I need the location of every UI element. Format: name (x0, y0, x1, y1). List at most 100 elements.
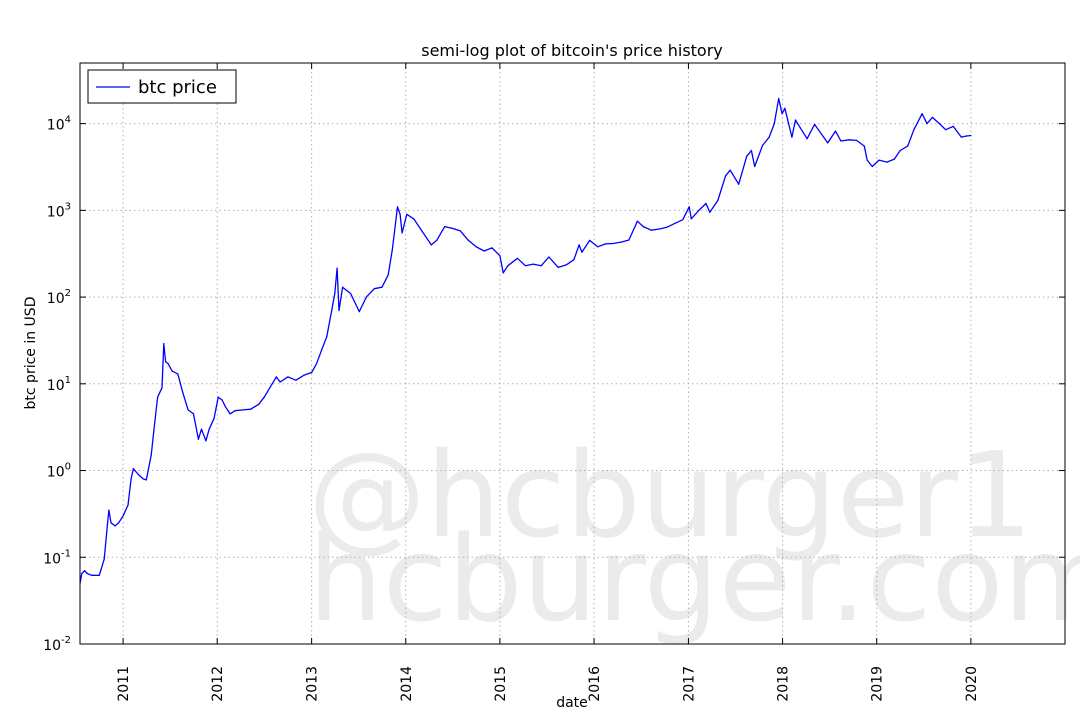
data-point (475, 246, 477, 248)
data-point (578, 244, 580, 246)
data-point (938, 123, 941, 125)
data-point (182, 391, 184, 393)
data-point (717, 199, 719, 202)
data-point (899, 149, 901, 152)
data-point (413, 218, 415, 220)
data-point (157, 396, 159, 398)
y-tick-label: 100 (47, 462, 71, 481)
data-point (620, 241, 622, 243)
data-point (401, 232, 403, 234)
data-point (491, 247, 493, 249)
data-point (342, 286, 344, 288)
series-layer (79, 97, 972, 585)
data-point (391, 249, 393, 251)
data-point (690, 218, 692, 220)
data-point (98, 574, 100, 576)
data-point (334, 292, 336, 295)
data-point (729, 169, 731, 171)
data-point (848, 139, 850, 141)
data-point (197, 438, 199, 440)
data-point (271, 383, 273, 385)
data-point (365, 296, 367, 298)
data-point (86, 572, 88, 575)
data-point (965, 135, 968, 137)
data-point (114, 525, 116, 527)
data-point (436, 239, 438, 241)
data-point (338, 309, 340, 312)
data-point (834, 130, 837, 132)
y-tick-label: 10-1 (43, 548, 71, 567)
watermark-site: hcburger.com (308, 510, 1080, 648)
data-point (565, 264, 567, 266)
data-point (153, 428, 155, 430)
data-point (358, 311, 360, 313)
y-axis-label: btc price in USD (23, 297, 39, 410)
data-point (705, 202, 707, 205)
data-point (709, 211, 711, 213)
data-point (781, 113, 783, 115)
data-point (499, 255, 501, 257)
data-point (381, 286, 383, 288)
data-point (122, 515, 124, 517)
data-point (350, 292, 352, 295)
data-point (581, 251, 583, 253)
data-point (336, 267, 338, 269)
data-point (287, 376, 289, 378)
data-point (768, 136, 770, 138)
x-tick-label: 2016 (587, 666, 603, 702)
data-point (597, 246, 599, 248)
data-point (761, 144, 764, 147)
chart-title: semi-log plot of bitcoin's price history (421, 41, 723, 60)
data-point (799, 127, 801, 129)
data-point (921, 113, 923, 115)
data-point (177, 373, 179, 375)
data-point (548, 256, 550, 258)
data-point (187, 409, 189, 411)
data-point (387, 274, 389, 276)
data-point (171, 370, 173, 372)
data-point (167, 363, 169, 365)
data-point (200, 428, 203, 430)
data-point (589, 239, 591, 241)
data-point (840, 140, 842, 142)
data-point (791, 136, 793, 138)
data-point (315, 363, 318, 365)
data-point (467, 239, 469, 241)
data-point (275, 376, 277, 378)
data-point (396, 206, 399, 208)
data-point (250, 408, 252, 410)
data-point (945, 129, 947, 131)
y-tick-label: 104 (47, 115, 71, 134)
data-point (794, 119, 797, 121)
data-point (110, 522, 112, 524)
data-point (406, 213, 408, 215)
data-point (132, 468, 134, 470)
data-point (459, 230, 461, 232)
data-point (725, 175, 727, 177)
data-point (150, 454, 152, 456)
data-point (145, 479, 147, 481)
data-point (213, 417, 215, 419)
data-point (746, 155, 748, 157)
data-point (952, 125, 954, 127)
x-tick-label: 2019 (870, 666, 886, 702)
data-point (420, 229, 422, 231)
data-point (650, 229, 652, 231)
data-point (738, 183, 740, 185)
data-point (666, 226, 668, 228)
data-point (893, 158, 895, 160)
data-point (871, 165, 873, 168)
data-point (208, 428, 210, 430)
x-tick-label: 2020 (964, 666, 980, 702)
data-point (84, 570, 86, 572)
data-point (103, 558, 105, 560)
data-point (960, 136, 962, 138)
x-tick-label: 2012 (210, 666, 226, 702)
x-axis: 2011 2012 2013 2014 2015 2016 2017 2018 2019 2020 (116, 63, 980, 702)
data-point (636, 220, 639, 222)
data-point (612, 242, 614, 245)
data-point (373, 288, 375, 290)
legend: btc price (87, 69, 237, 104)
